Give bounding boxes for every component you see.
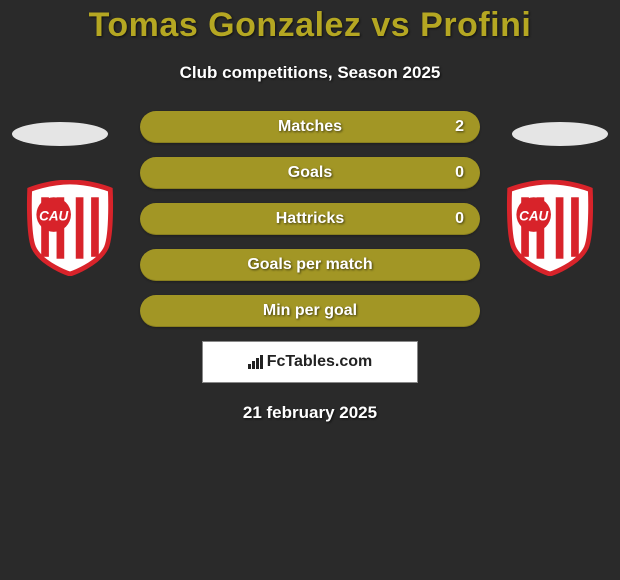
stat-label: Matches (278, 118, 342, 136)
shield-icon: CAU (502, 180, 598, 276)
stat-row: Goals per match (140, 249, 480, 281)
club-badge-text-left: CAU (39, 208, 68, 223)
shield-icon: CAU (22, 180, 118, 276)
stat-label: Min per goal (263, 302, 357, 320)
stat-value-right: 0 (455, 210, 464, 228)
player-avatar-right (512, 122, 608, 146)
stat-label: Goals per match (247, 256, 372, 274)
stat-row: Min per goal (140, 295, 480, 327)
club-badge-left: CAU (22, 180, 118, 276)
bar-chart-icon (248, 355, 263, 369)
club-badge-text-right: CAU (519, 208, 548, 223)
brand-attribution[interactable]: FcTables.com (202, 341, 418, 383)
stat-row: Hattricks 0 (140, 203, 480, 235)
date-footer: 21 february 2025 (0, 403, 620, 423)
comparison-title: Tomas Gonzalez vs Profini (0, 0, 620, 45)
stat-label: Goals (288, 164, 332, 182)
stat-label: Hattricks (276, 210, 344, 228)
player-avatar-left (12, 122, 108, 146)
stat-row: Goals 0 (140, 157, 480, 189)
comparison-subtitle: Club competitions, Season 2025 (0, 63, 620, 83)
club-badge-right: CAU (502, 180, 598, 276)
stat-value-right: 2 (455, 118, 464, 136)
brand-text: FcTables.com (267, 353, 373, 371)
stat-value-right: 0 (455, 164, 464, 182)
stat-row: Matches 2 (140, 111, 480, 143)
